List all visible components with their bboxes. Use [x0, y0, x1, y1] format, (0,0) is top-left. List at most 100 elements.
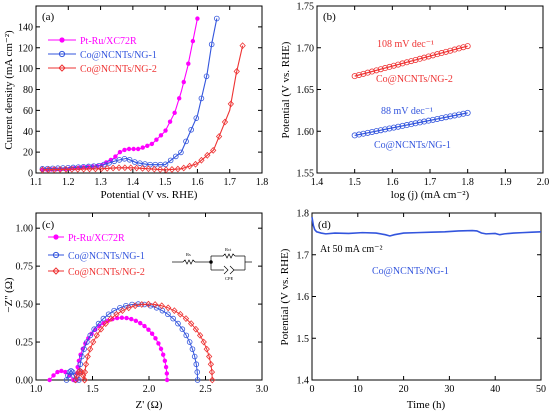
legend-c-pt-marker — [53, 234, 59, 240]
tafel-point — [464, 43, 471, 50]
nyquist-marker-ng2 — [145, 300, 152, 308]
nyquist-marker-ng1 — [65, 372, 71, 379]
legend-a-pt-label: Pt-Ru/XC72R — [80, 36, 137, 47]
nyquist-marker-ng2 — [196, 331, 204, 339]
panel-a-series — [39, 15, 246, 174]
nyquist-marker-pt — [164, 371, 170, 376]
nyquist-marker-ng1 — [194, 377, 201, 383]
nyquist-marker-ng1 — [81, 346, 87, 352]
nyquist-marker-pt — [47, 377, 52, 383]
series-marker-ng2 — [210, 146, 217, 154]
tafel-point — [447, 113, 454, 120]
series-marker-ng2 — [239, 42, 246, 50]
y-tick-label: 1.5 — [297, 334, 310, 345]
circuit-label-rs: Rs — [186, 252, 191, 257]
series-marker-ng2 — [221, 118, 229, 126]
panel-b-ylabel: Potential (V vs. RHE) — [280, 41, 292, 138]
series-marker-pt — [145, 143, 150, 148]
series-marker-ng2 — [145, 165, 152, 173]
nyquist-marker-ng1 — [179, 326, 186, 333]
nyquist-marker-ng2 — [113, 310, 120, 318]
legend-c-ng2-label: Co@NCNTs/NG-2 — [68, 267, 145, 278]
x-tick-label: 1.9 — [499, 177, 512, 188]
legend-c-ng2-marker — [52, 267, 60, 275]
panel-d-annotation: At 50 mA cm⁻² — [320, 244, 382, 255]
tafel-point — [395, 61, 402, 68]
x-tick-label: 1.8 — [461, 177, 474, 188]
y-tick-label: 60 — [23, 106, 33, 117]
series-marker-ng1 — [208, 41, 215, 48]
tafel-point — [429, 52, 436, 59]
nyquist-marker-pt — [51, 373, 56, 378]
series-marker-ng2 — [233, 67, 240, 75]
panel-b-slope-ng2: 108 mV dec⁻¹ — [377, 39, 434, 50]
legend-a-pt-marker — [59, 37, 65, 43]
panel-b-xlabel: log (j) (mA cm⁻²) — [391, 189, 470, 201]
y-tick-label: 140 — [18, 22, 33, 33]
series-marker-ng2 — [56, 166, 64, 173]
series-marker-ng2 — [39, 166, 46, 174]
x-tick-label: 30 — [444, 384, 454, 395]
tafel-point — [369, 128, 376, 135]
tafel-point — [360, 70, 367, 77]
stability-line — [311, 217, 542, 237]
tafel-point — [460, 110, 467, 117]
series-marker-ng2 — [80, 165, 87, 173]
tafel-point — [425, 117, 432, 124]
nyquist-marker-ng1 — [87, 332, 94, 339]
series-marker-ng1 — [131, 159, 138, 165]
nyquist-marker-ng2 — [125, 304, 132, 312]
tafel-point — [425, 53, 432, 60]
legend-a-ng1-label: Co@NCNTs/NG-1 — [80, 50, 157, 61]
tafel-point — [390, 62, 397, 69]
nyquist-marker-ng2 — [165, 304, 172, 312]
panel-c-ylabel: −Z'' (Ω) — [3, 277, 15, 312]
tafel-point — [356, 71, 363, 78]
legend-c-pt-label: Pt-Ru/XC72R — [68, 233, 125, 244]
series-marker-ng2 — [198, 156, 205, 164]
tafel-point — [377, 127, 384, 134]
tafel-point — [421, 118, 428, 125]
x-tick-label: 1.0 — [30, 384, 43, 395]
series-marker-pt — [181, 79, 186, 85]
x-tick-label: 1.4 — [311, 177, 324, 188]
series-marker-ng1 — [203, 73, 210, 80]
legend-a-ng1-marker — [58, 50, 66, 58]
circuit-label-cpe: CPE — [225, 276, 234, 281]
series-marker-ng1 — [116, 157, 123, 163]
series-marker-ng2 — [168, 166, 176, 173]
panel-b-tafel: 1.4 1.5 1.6 1.7 1.8 1.9 2.0 1.55 1.60 1.65 1.70 1.7… — [280, 2, 549, 202]
nyquist-marker-ng1 — [183, 332, 190, 339]
tafel-point — [460, 44, 467, 51]
equivalent-circuit-inset — [172, 253, 252, 275]
x-tick-label: 1.7 — [223, 177, 236, 188]
y-tick-label: 1.8 — [297, 209, 310, 220]
panel-c-series — [47, 300, 216, 384]
nyquist-marker-pt — [119, 315, 125, 320]
nyquist-marker-ng2 — [119, 307, 126, 315]
panel-c-eis: 1.0 1.5 2.0 2.5 3.00.000.250.500.751.00 (c) … — [3, 212, 268, 411]
x-tick-label: 1.3 — [94, 177, 107, 188]
nyquist-marker-pt — [146, 327, 151, 332]
series-marker-pt — [113, 154, 118, 159]
nyquist-marker-ng1 — [105, 311, 112, 318]
series-marker-ng2 — [180, 164, 187, 172]
tafel-point — [451, 46, 458, 53]
nyquist-marker-pt — [162, 358, 168, 363]
series-marker-ng1 — [111, 158, 118, 165]
circuit-label-rct: Rct — [225, 247, 232, 252]
nyquist-marker-ng1 — [189, 346, 196, 352]
y-tick-label: 1.55 — [297, 169, 315, 180]
nyquist-marker-ng2 — [151, 301, 159, 308]
y-tick-label: 0.00 — [16, 376, 34, 387]
series-marker-ng1 — [101, 161, 107, 168]
series-marker-ng1 — [198, 95, 205, 102]
panel-c-legend: Pt-Ru/XC72R Co@NCNTs/NG-1 Co@NCNTs/NG-2 — [48, 233, 145, 278]
nyquist-marker-ng1 — [66, 369, 73, 375]
tafel-point — [386, 63, 393, 70]
nyquist-marker-ng1 — [191, 353, 198, 360]
nyquist-marker-ng2 — [72, 376, 79, 384]
y-tick-label: 1.75 — [297, 2, 315, 13]
tafel-point — [455, 111, 462, 118]
x-tick-label: 50 — [536, 384, 546, 395]
